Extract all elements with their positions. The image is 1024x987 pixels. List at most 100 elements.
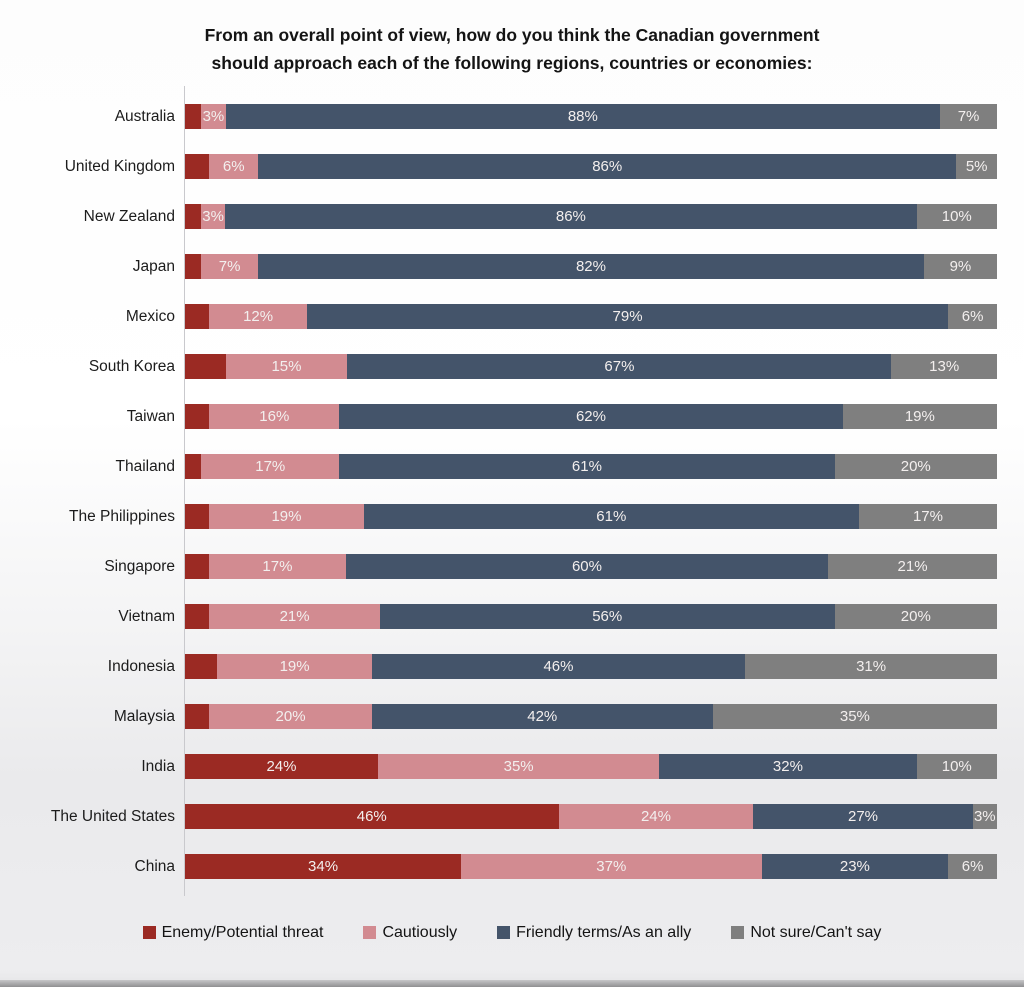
bar-segment-friendly-terms-as-an-ally: 60% xyxy=(345,554,829,580)
bar-track: 17% 60% 21% xyxy=(185,554,997,580)
chart-row: South Korea 15% 67% 13% xyxy=(0,342,1024,392)
bar-segment-enemy-potential-threat xyxy=(185,604,210,630)
bar-segment-cautiously: 16% xyxy=(209,404,340,430)
bar-segment-friendly-terms-as-an-ally: 62% xyxy=(339,404,843,430)
bar-track: 15% 67% 13% xyxy=(185,354,997,380)
chart-row: The United States 46% 24% 27% 3% xyxy=(0,792,1024,842)
bar-track: 3% 88% 7% xyxy=(185,104,997,130)
chart-rows: Australia 3% 88% 7% United Kingdom 6% 86% 5% New… xyxy=(0,92,1024,892)
stacked-bar-chart: Australia 3% 88% 7% United Kingdom 6% 86% 5% New… xyxy=(0,85,1024,896)
bar-track: 6% 86% 5% xyxy=(185,154,997,180)
category-label: South Korea xyxy=(88,357,175,375)
chart-row: New Zealand 3% 86% 10% xyxy=(0,192,1024,242)
bar-segment-friendly-terms-as-an-ally: 42% xyxy=(371,704,713,730)
bar-segment-cautiously: 35% xyxy=(377,754,660,780)
chart-row: Malaysia 20% 42% 35% xyxy=(0,692,1024,742)
bar-segment-not-sure-can-t-say: 20% xyxy=(834,604,997,630)
bar-segment-friendly-terms-as-an-ally: 79% xyxy=(306,304,949,330)
chart-row: Taiwan 16% 62% 19% xyxy=(0,392,1024,442)
bar-segment-friendly-terms-as-an-ally: 46% xyxy=(371,654,746,680)
bar-segment-enemy-potential-threat xyxy=(185,204,202,230)
bar-segment-not-sure-can-t-say: 21% xyxy=(828,554,997,580)
bar-segment-enemy-potential-threat xyxy=(185,504,210,530)
chart-row: China 34% 37% 23% 6% xyxy=(0,842,1024,892)
chart-title-line-1: From an overall point of view, how do yo… xyxy=(204,25,820,45)
bar-segment-cautiously: 24% xyxy=(558,804,754,830)
bottom-edge-strip xyxy=(0,980,1024,987)
chart-row: The Philippines 19% 61% 17% xyxy=(0,492,1024,542)
bar-segment-not-sure-can-t-say: 31% xyxy=(745,654,997,680)
legend-label: Friendly terms/As an ally xyxy=(516,923,692,941)
bar-segment-enemy-potential-threat xyxy=(185,404,210,430)
legend: Enemy/Potential threat Cautiously Friendly… xyxy=(0,924,1024,942)
bar-segment-cautiously: 6% xyxy=(209,154,259,180)
bar-segment-friendly-terms-as-an-ally: 86% xyxy=(225,204,917,230)
bar-segment-enemy-potential-threat: 24% xyxy=(185,754,378,780)
category-label: Thailand xyxy=(115,457,175,475)
category-label: Australia xyxy=(114,107,175,125)
bar-segment-not-sure-can-t-say: 17% xyxy=(858,504,997,530)
bar-segment-friendly-terms-as-an-ally: 27% xyxy=(753,804,973,830)
bar-segment-cautiously: 20% xyxy=(209,704,372,730)
category-label: New Zealand xyxy=(83,207,175,225)
bar-segment-not-sure-can-t-say: 10% xyxy=(916,754,997,780)
bar-segment-cautiously: 12% xyxy=(209,304,307,330)
bar-track: 20% 42% 35% xyxy=(185,704,997,730)
bar-segment-friendly-terms-as-an-ally: 86% xyxy=(258,154,957,180)
bar-segment-cautiously: 3% xyxy=(201,204,226,230)
y-axis-line xyxy=(184,85,185,896)
category-label: Singapore xyxy=(104,557,175,575)
bar-segment-enemy-potential-threat xyxy=(185,454,202,480)
bar-segment-friendly-terms-as-an-ally: 88% xyxy=(225,104,941,130)
bar-segment-friendly-terms-as-an-ally: 67% xyxy=(347,354,892,380)
chart-row: Indonesia 19% 46% 31% xyxy=(0,642,1024,692)
bar-segment-enemy-potential-threat xyxy=(185,304,210,330)
bar-track: 21% 56% 20% xyxy=(185,604,997,630)
legend-item-cautiously: Cautiously xyxy=(363,924,457,942)
bar-segment-cautiously: 37% xyxy=(461,854,762,880)
legend-item-enemy-potential-threat: Enemy/Potential threat xyxy=(142,924,323,942)
bar-track: 19% 46% 31% xyxy=(185,654,997,680)
bar-segment-cautiously: 19% xyxy=(209,504,364,530)
bar-segment-not-sure-can-t-say: 6% xyxy=(948,854,997,880)
bar-segment-enemy-potential-threat xyxy=(185,654,218,680)
bar-segment-not-sure-can-t-say: 6% xyxy=(948,304,997,330)
bar-segment-cautiously: 7% xyxy=(201,254,259,280)
bar-segment-not-sure-can-t-say: 13% xyxy=(891,354,997,380)
bar-segment-friendly-terms-as-an-ally: 56% xyxy=(379,604,835,630)
bar-segment-enemy-potential-threat xyxy=(185,354,226,380)
legend-label: Cautiously xyxy=(382,923,458,941)
chart-row: Singapore 17% 60% 21% xyxy=(0,542,1024,592)
chart-row: Vietnam 21% 56% 20% xyxy=(0,592,1024,642)
bar-track: 16% 62% 19% xyxy=(185,404,997,430)
bar-segment-friendly-terms-as-an-ally: 61% xyxy=(339,454,835,480)
category-label: Japan xyxy=(132,257,175,275)
bar-segment-not-sure-can-t-say: 19% xyxy=(842,404,997,430)
category-label: United Kingdom xyxy=(64,157,175,175)
legend-swatch-enemy-potential-threat xyxy=(142,926,156,940)
bar-segment-enemy-potential-threat xyxy=(185,554,210,580)
bar-segment-friendly-terms-as-an-ally: 82% xyxy=(258,254,924,280)
chart-row: Japan 7% 82% 9% xyxy=(0,242,1024,292)
chart-row: India 24% 35% 32% 10% xyxy=(0,742,1024,792)
category-label: Malaysia xyxy=(113,707,175,725)
bar-track: 12% 79% 6% xyxy=(185,304,997,330)
chart-row: Thailand 17% 61% 20% xyxy=(0,442,1024,492)
bar-segment-not-sure-can-t-say: 35% xyxy=(712,704,997,730)
legend-label: Not sure/Can't say xyxy=(750,923,882,941)
bar-segment-friendly-terms-as-an-ally: 23% xyxy=(761,854,949,880)
category-label: Mexico xyxy=(125,307,175,325)
legend-item-not-sure-can-t-say: Not sure/Can't say xyxy=(731,924,881,942)
bar-track: 34% 37% 23% 6% xyxy=(185,854,997,880)
bar-segment-friendly-terms-as-an-ally: 61% xyxy=(363,504,859,530)
category-label: China xyxy=(134,857,176,875)
bar-segment-enemy-potential-threat: 34% xyxy=(185,854,462,880)
bar-segment-enemy-potential-threat: 46% xyxy=(185,804,559,830)
bar-segment-enemy-potential-threat xyxy=(185,254,202,280)
legend-swatch-cautiously xyxy=(363,926,377,940)
legend-swatch-friendly-terms-as-an-ally xyxy=(497,926,511,940)
category-label: Indonesia xyxy=(107,657,175,675)
bar-segment-not-sure-can-t-say: 5% xyxy=(956,154,997,180)
bar-track: 17% 61% 20% xyxy=(185,454,997,480)
chart-title: From an overall point of view, how do yo… xyxy=(0,0,1024,78)
